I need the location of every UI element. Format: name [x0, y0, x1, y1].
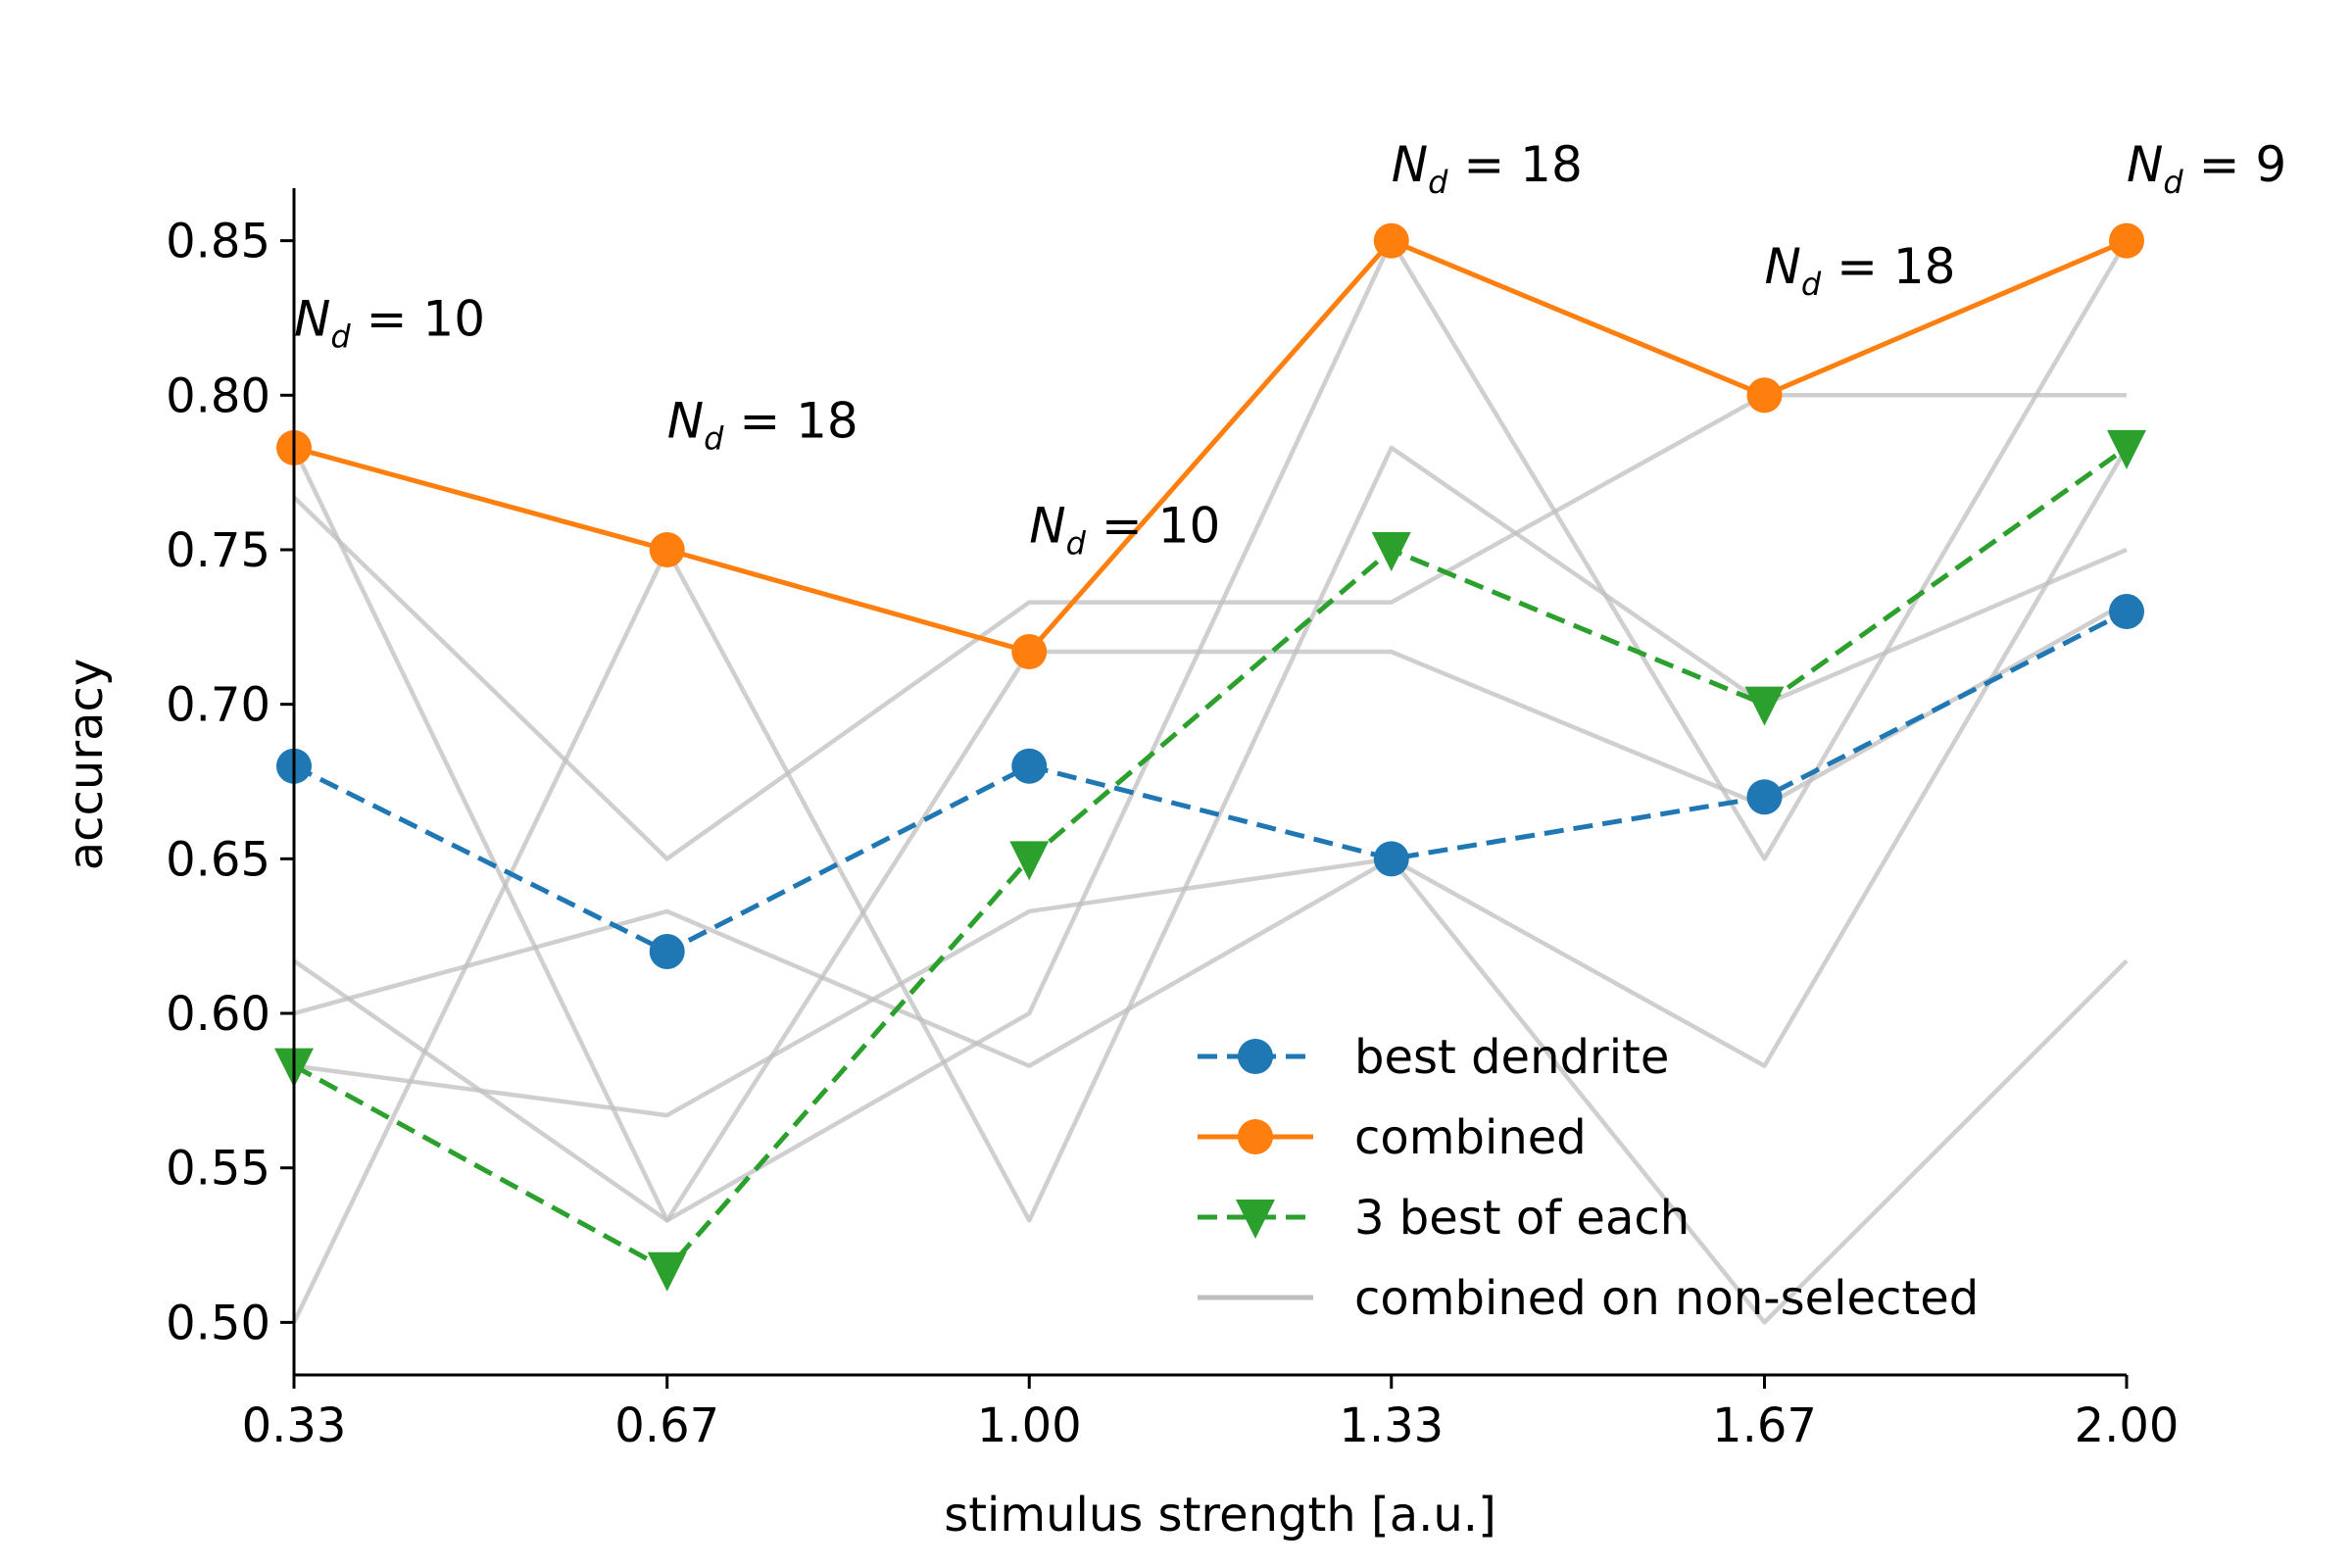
non-selected-line-4: [293, 857, 2129, 1325]
x-axis-label: stimulus strength [a.u.]: [944, 1488, 1496, 1543]
legend-label-combined-on-non-selected: combined on non-selected: [1354, 1271, 1979, 1326]
data-point-best-dendrite: [2109, 594, 2144, 630]
data-point-combined: [1746, 377, 1783, 414]
data-point-3-best-of-each: [1744, 686, 1785, 726]
data-point-best-dendrite: [1373, 841, 1409, 877]
y-tick-label: 0.60: [166, 987, 270, 1042]
annotations-group: Nd = 10 Nd = 18 Nd = 10 Nd = 18 Nd = 18 Nd = …: [294, 136, 2286, 563]
x-tick-label: 0.67: [614, 1398, 719, 1453]
y-axis-label: accuracy: [59, 659, 114, 871]
data-point-3-best-of-each: [647, 1251, 687, 1292]
data-point-3-best-of-each: [1371, 531, 1411, 571]
nd-annotation: Nd = 9: [2127, 136, 2286, 201]
x-tick-label: 2.00: [2075, 1398, 2180, 1453]
non-selected-line-1: [291, 446, 2129, 1223]
legend: best dendrite combined 3 best of each combi…: [1198, 1030, 1979, 1326]
axes-group: 0.33 0.67 1.00 1.33 1.67 2.00 0.50 0.55 0.60 0.65…: [166, 188, 2179, 1453]
data-point-best-dendrite: [1011, 748, 1048, 784]
y-tick-label: 0.70: [166, 678, 270, 733]
data-point-combined: [1011, 634, 1048, 670]
nd-annotation: Nd = 10: [294, 290, 485, 355]
y-tick-label: 0.65: [166, 832, 270, 887]
nd-annotation: Nd = 10: [1029, 498, 1220, 563]
nd-annotation: Nd = 18: [667, 393, 858, 458]
nd-annotation: Nd = 18: [1764, 238, 1955, 303]
data-point-3-best-of-each: [2107, 429, 2146, 469]
data-point-combined: [649, 531, 685, 567]
x-tick-label: 0.33: [242, 1398, 347, 1453]
data-point-best-dendrite: [649, 933, 685, 969]
y-tick-label: 0.85: [166, 215, 270, 270]
series-lines-group: [274, 222, 2146, 1292]
series-line-combined: [293, 238, 2128, 655]
data-point-combined: [2109, 222, 2144, 259]
non-selected-line-3: [292, 238, 2129, 1223]
data-point-3-best-of-each: [1009, 841, 1050, 881]
non-selected-line-5: [291, 445, 2128, 1324]
legend-label-best-dendrite: best dendrite: [1354, 1030, 1669, 1085]
legend-label-combined: combined: [1354, 1110, 1587, 1165]
series-line-3-best-of-each: [292, 445, 2129, 1273]
x-tick-label: 1.67: [1712, 1398, 1817, 1453]
data-point-combined: [1373, 222, 1409, 259]
data-point-best-dendrite: [1746, 779, 1783, 815]
x-tick-label: 1.33: [1339, 1398, 1444, 1453]
background-lines-group: [291, 238, 2129, 1325]
legend-marker-best-dendrite: [1238, 1039, 1273, 1074]
series-line-best-dendrite: [292, 609, 2129, 955]
y-tick-label: 0.80: [166, 368, 270, 423]
y-tick-label: 0.75: [166, 523, 270, 578]
legend-marker-3-best-of-each: [1236, 1200, 1275, 1239]
y-tick-label: 0.55: [166, 1142, 270, 1197]
nd-annotation: Nd = 18: [1392, 136, 1583, 201]
legend-label-3-best-of-each: 3 best of each: [1354, 1191, 1690, 1246]
legend-marker-combined: [1238, 1119, 1273, 1154]
x-tick-label: 1.00: [977, 1398, 1082, 1453]
y-tick-label: 0.50: [166, 1296, 270, 1350]
non-selected-line-6: [293, 446, 2129, 1118]
non-selected-line-2: [292, 393, 2127, 861]
